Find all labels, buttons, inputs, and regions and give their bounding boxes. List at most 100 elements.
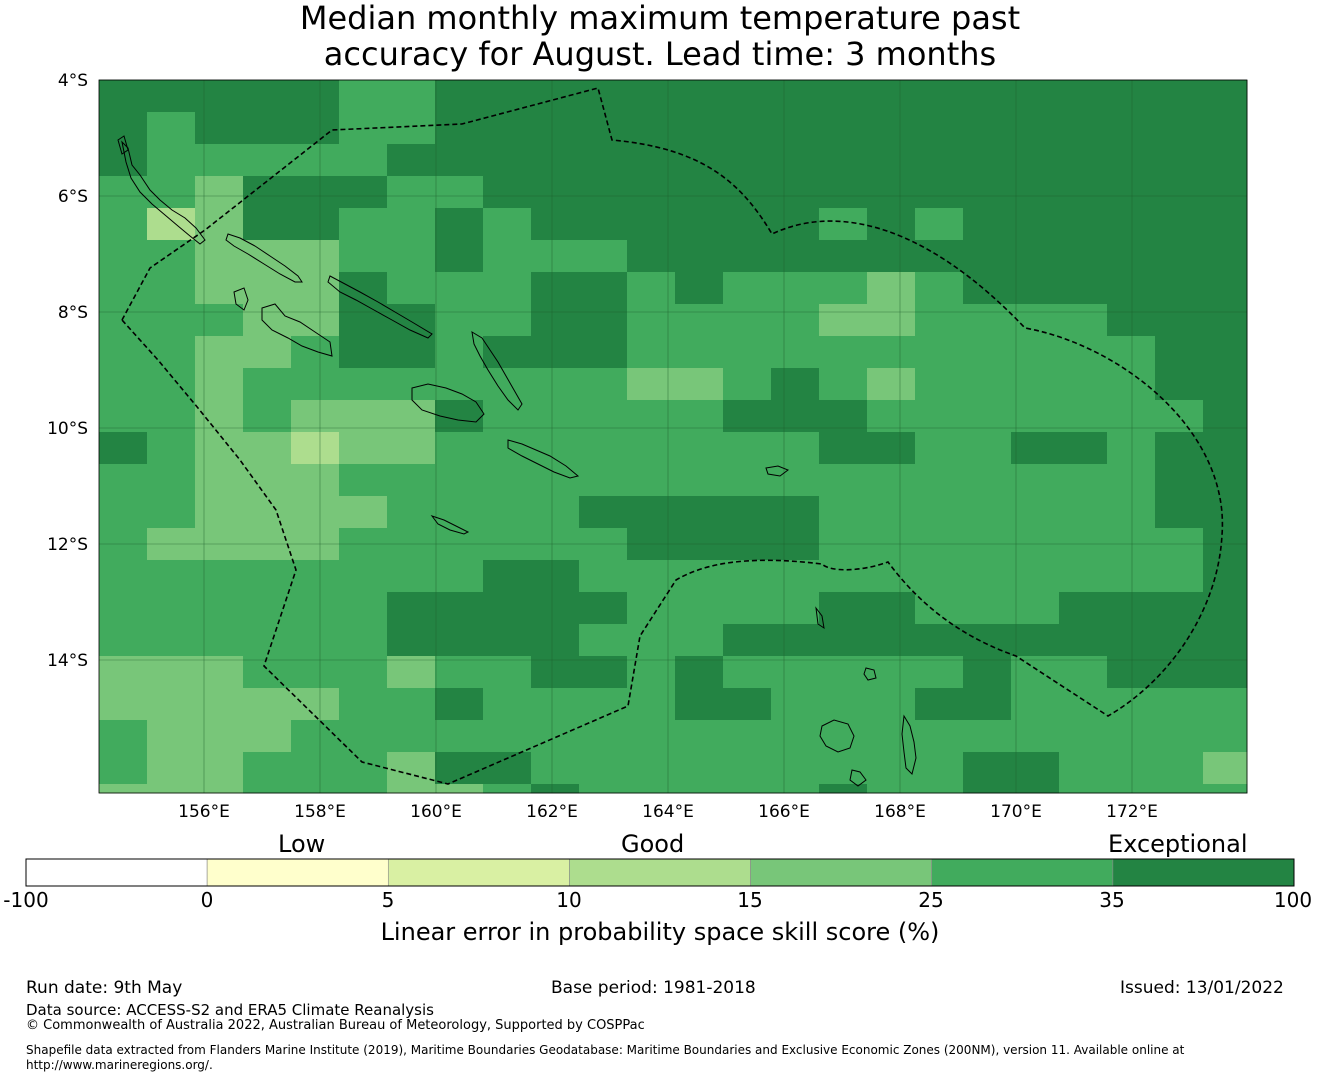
grid-cell — [1011, 144, 1060, 177]
run-date: Run date: 9th May — [26, 978, 183, 998]
grid-cell — [243, 560, 292, 593]
grid-cell — [1107, 752, 1156, 785]
grid-cell — [339, 272, 388, 305]
grid-cell — [1203, 496, 1248, 529]
grid-cell — [1059, 272, 1108, 305]
grid-cell — [1203, 112, 1248, 145]
grid-cell — [387, 240, 436, 273]
grid-cell — [1011, 496, 1060, 529]
grid-cell — [147, 80, 196, 113]
grid-cell — [963, 112, 1012, 145]
grid-cell — [963, 688, 1012, 721]
grid-cell — [771, 784, 820, 794]
grid-cell — [1203, 688, 1248, 721]
grid-cell — [483, 272, 532, 305]
map-title: Median monthly maximum temperature past … — [0, 0, 1320, 72]
grid-cell — [627, 624, 676, 657]
grid-cell — [243, 240, 292, 273]
grid-cell — [483, 336, 532, 369]
grid-cell — [819, 368, 868, 401]
grid-cell — [915, 688, 964, 721]
grid-cell — [579, 176, 628, 209]
grid-cell — [435, 240, 484, 273]
grid-cell — [243, 496, 292, 529]
grid-cell — [1203, 624, 1248, 657]
grid-cell — [387, 752, 436, 785]
grid-cell — [291, 112, 340, 145]
grid-cell — [771, 112, 820, 145]
grid-cell — [723, 272, 772, 305]
grid-cell — [915, 144, 964, 177]
grid-cell — [339, 656, 388, 689]
grid-cell — [1155, 80, 1204, 113]
grid-cell — [819, 560, 868, 593]
grid-cell — [483, 240, 532, 273]
grid-cell — [963, 560, 1012, 593]
grid-cell — [1107, 272, 1156, 305]
grid-cell — [99, 368, 148, 401]
grid-cell — [1107, 80, 1156, 113]
grid-cell — [1203, 784, 1248, 794]
grid-cell — [531, 784, 580, 794]
grid-cell — [195, 208, 244, 241]
grid-cell — [339, 304, 388, 337]
grid-cell — [915, 784, 964, 794]
grid-cell — [1059, 304, 1108, 337]
grid-cell — [1203, 752, 1248, 785]
grid-cell — [291, 400, 340, 433]
grid-cell — [1155, 560, 1204, 593]
grid-cell — [291, 720, 340, 753]
grid-cell — [1203, 336, 1248, 369]
coastline-torres — [815, 606, 825, 630]
grid-cell — [1203, 464, 1248, 497]
grid-cell — [531, 752, 580, 785]
grid-cell — [387, 336, 436, 369]
grid-cell — [99, 496, 148, 529]
grid-cell — [1155, 464, 1204, 497]
grid-cell — [99, 240, 148, 273]
colorbar-title: Linear error in probability space skill … — [380, 918, 940, 946]
grid-cell — [1203, 144, 1248, 177]
grid-cell — [963, 240, 1012, 273]
grid-cell — [195, 496, 244, 529]
grid-cell — [915, 176, 964, 209]
grid-cell — [579, 112, 628, 145]
grid-cell — [675, 272, 724, 305]
grid-cell — [291, 304, 340, 337]
grid-cell — [435, 496, 484, 529]
grid-cell — [723, 304, 772, 337]
grid-cell — [963, 400, 1012, 433]
grid-cell — [1107, 560, 1156, 593]
shapefile-credit-line-2: http://www.marineregions.org/. — [26, 1058, 213, 1072]
grid-cell — [915, 592, 964, 625]
grid-cell — [243, 336, 292, 369]
grid-cell — [675, 592, 724, 625]
grid-cell — [1011, 80, 1060, 113]
coastline-santa-isabel — [327, 275, 433, 339]
grid-cell — [1107, 240, 1156, 273]
grid-cell — [723, 112, 772, 145]
grid-cell — [195, 624, 244, 657]
grid-cell — [147, 560, 196, 593]
grid-cell — [1107, 592, 1156, 625]
lon-label-170e: 170°E — [990, 802, 1042, 822]
grid-cell — [483, 624, 532, 657]
grid-cell — [867, 560, 916, 593]
grid-cell — [1107, 208, 1156, 241]
grid-cell — [387, 80, 436, 113]
grid-cell — [1011, 368, 1060, 401]
grid-cell — [339, 464, 388, 497]
coastline-makira — [507, 439, 580, 479]
grid-cell — [771, 432, 820, 465]
grid-cell — [1059, 464, 1108, 497]
coastlines — [117, 135, 917, 787]
grid-cell — [291, 208, 340, 241]
colorbar-segment — [750, 858, 933, 887]
grid-cell — [483, 752, 532, 785]
grid-cell — [195, 304, 244, 337]
lat-label-8s: 8°S — [57, 303, 88, 323]
grid-cell — [195, 176, 244, 209]
grid-cell — [723, 464, 772, 497]
grid-cell — [579, 784, 628, 794]
grid-cell — [1059, 656, 1108, 689]
